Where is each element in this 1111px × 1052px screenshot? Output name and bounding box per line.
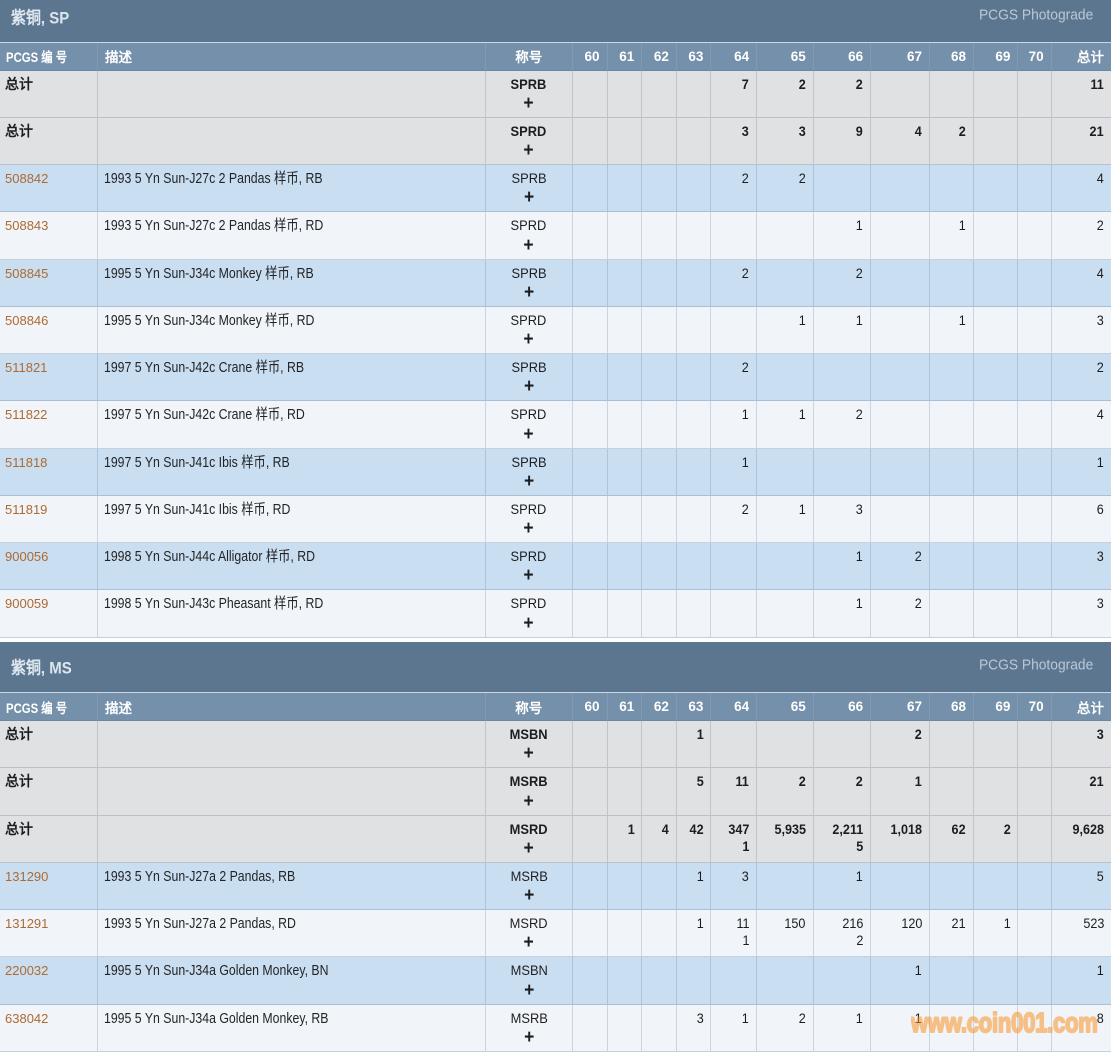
svg-text:www.coin001.com: www.coin001.com	[911, 1008, 1098, 1039]
